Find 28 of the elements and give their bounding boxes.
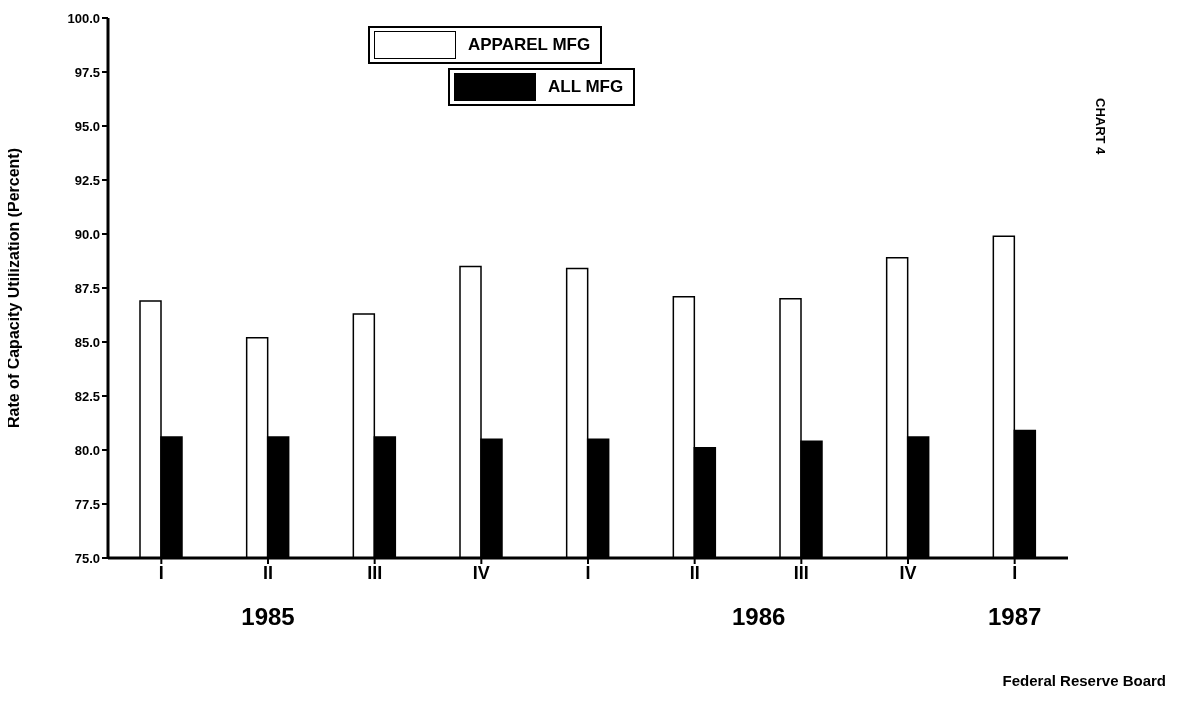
text: 1986 <box>730 603 787 631</box>
y-tick-label: 75.0 <box>74 550 100 566</box>
y-tick-label: 100.0 <box>67 10 100 26</box>
y-tick-label: 85.0 <box>74 334 100 350</box>
text: 1985 <box>240 603 296 631</box>
y-tick-label: 80.0 <box>74 442 100 458</box>
x-tick-label: IV <box>472 562 490 583</box>
x-tick-label: I <box>158 562 164 583</box>
caption: CHART 4 <box>1093 98 1108 155</box>
x-tick-label: III <box>793 562 809 583</box>
y-tick-label: 77.5 <box>74 496 100 512</box>
x-tick-label: IV <box>899 562 917 583</box>
y-tick-label: 90.0 <box>74 226 100 242</box>
x-tick-label: II <box>262 562 274 583</box>
x-tick-label: I <box>1012 562 1018 583</box>
y-tick-label: 92.5 <box>74 172 100 188</box>
y-tick-label: 97.5 <box>74 64 100 80</box>
x-tick-label: II <box>689 562 700 583</box>
legend-label: ALL MFG <box>548 77 624 97</box>
text: 1987 <box>986 603 1043 631</box>
legend-label: APPAREL MFG <box>468 35 591 55</box>
y-tick-label: 95.0 <box>74 118 100 134</box>
x-tick-label: I <box>585 562 591 583</box>
x-tick-label: III <box>367 562 383 583</box>
text: Federal Reserve Board <box>1002 672 1166 689</box>
y-tick-label: 87.5 <box>74 280 100 296</box>
y-axis-title: Rate of Capacity Utilization (Percent) <box>4 147 22 429</box>
y-tick-label: 82.5 <box>74 388 100 404</box>
